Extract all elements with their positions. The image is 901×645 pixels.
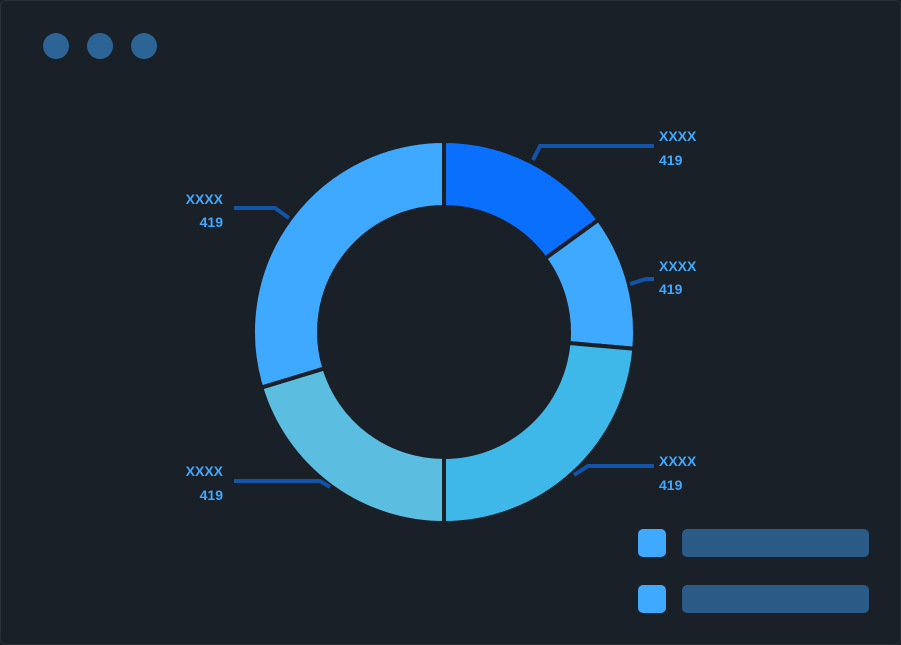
leader-line-2 [629, 277, 654, 286]
window-dot-2[interactable] [87, 33, 113, 59]
donut-slice-3[interactable] [442, 340, 637, 526]
window-dot-1[interactable] [43, 33, 69, 59]
donut-slice-5[interactable] [251, 138, 446, 391]
legend-swatch-1 [638, 529, 666, 557]
slice-value-3: 419 [659, 477, 683, 493]
slice-label-5: XXXX [185, 191, 223, 207]
leader-line-3 [572, 464, 654, 477]
legend-bar-1 [682, 529, 869, 557]
slice-value-2: 419 [659, 281, 683, 297]
legend-bar-2 [682, 585, 869, 613]
slice-label-4: XXXX [185, 463, 223, 479]
slice-value-5: 419 [199, 214, 223, 230]
window-dot-3[interactable] [131, 33, 157, 59]
leader-line-4 [234, 479, 332, 489]
legend-swatch-2 [638, 585, 666, 613]
slice-label-3: XXXX [659, 453, 697, 469]
donut-slice-4[interactable] [258, 365, 446, 526]
slice-value-1: 419 [659, 152, 683, 168]
slice-value-4: 419 [199, 487, 223, 503]
leader-line-5 [234, 206, 291, 220]
slice-label-1: XXXX [659, 128, 697, 144]
leader-line-1 [531, 144, 654, 161]
slice-label-2: XXXX [659, 258, 697, 274]
